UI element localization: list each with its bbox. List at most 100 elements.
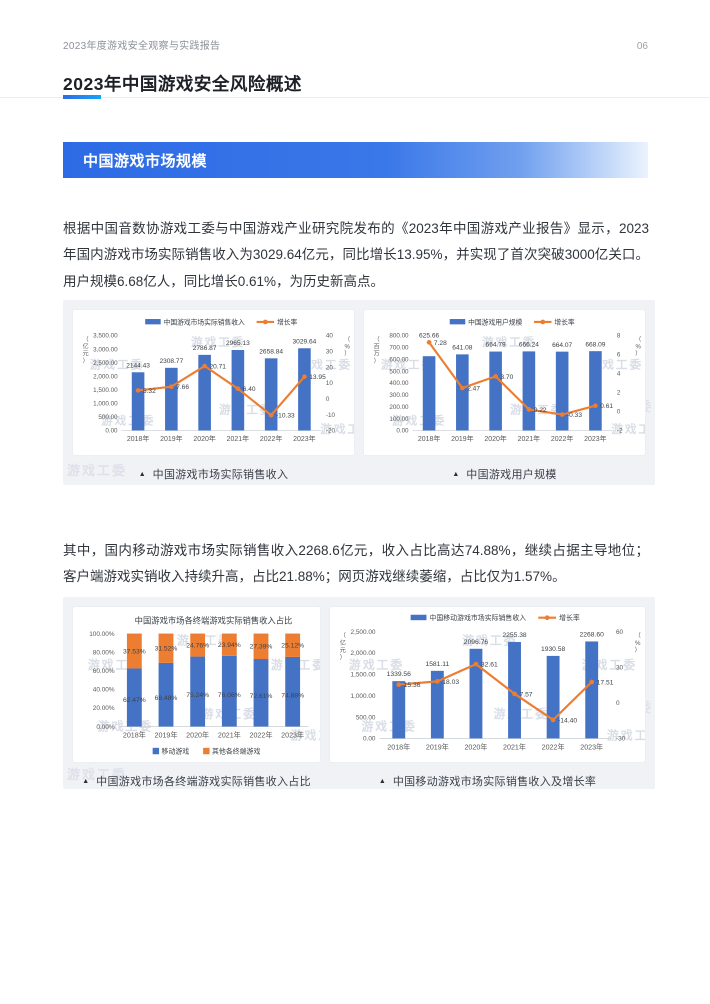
svg-text:2023年: 2023年 [293,434,316,443]
svg-text:0: 0 [616,700,620,707]
svg-text:100.00: 100.00 [389,416,409,423]
svg-text:2965.13: 2965.13 [226,340,250,347]
section-banner-title: 中国游戏市场规模 [83,152,208,170]
svg-text:2021年: 2021年 [227,434,250,443]
svg-text:游戏工委: 游戏工委 [291,729,321,743]
svg-text:62.47%: 62.47% [123,697,146,704]
svg-text:2019年: 2019年 [160,434,183,443]
svg-text:2019年: 2019年 [451,434,474,443]
chart-card-mobile-revenue: 游戏工委游戏工委游戏工委游戏工委游戏工委游戏工委0.00500.001,000.… [329,606,646,763]
svg-text:1581.11: 1581.11 [426,661,450,668]
caption-row: ▲ 中国游戏市场实际销售收入 ▲ 中国游戏用户规模 [63,456,655,482]
caption-sales-revenue: ▲ 中国游戏市场实际销售收入 [72,466,355,482]
caption-user-scale: ▲ 中国游戏用户规模 [363,466,646,482]
svg-text:13.95: 13.95 [309,374,326,381]
svg-text:3,000.00: 3,000.00 [93,346,118,353]
chart-card-user-scale: 游戏工委游戏工委游戏工委游戏工委游戏工委游戏工委0.00100.00200.00… [363,309,646,456]
svg-text:32.61: 32.61 [481,662,498,669]
svg-text:2,500.00: 2,500.00 [351,629,376,636]
svg-text:（%）: （%） [635,633,641,655]
svg-text:中国游戏市场实际销售收入: 中国游戏市场实际销售收入 [164,317,245,326]
report-title-label: 2023年度游戏安全观察与实践报告 [63,41,221,52]
title-accent-bar [63,95,101,99]
svg-text:2021年: 2021年 [218,730,241,739]
svg-text:68.48%: 68.48% [155,695,178,702]
svg-text:20: 20 [326,364,333,371]
svg-text:0: 0 [617,409,621,416]
svg-text:0.00: 0.00 [363,736,376,743]
caption-label: 中国移动游戏市场实际销售收入及增长率 [392,776,597,788]
svg-text:2268.60: 2268.60 [580,632,605,639]
svg-text:74.88%: 74.88% [281,692,304,699]
svg-text:800.00: 800.00 [389,333,409,340]
caption-terminal-share: ▲ 中国游戏市场各终端游戏实际销售收入占比 [72,773,321,789]
svg-text:-10: -10 [326,412,336,419]
svg-text:2658.84: 2658.84 [259,348,283,355]
caption-marker-icon: ▲ [452,470,460,478]
svg-text:2021年: 2021年 [518,434,541,443]
chart-panel-terminal: 游戏工委 游戏工委 游戏工委游戏工委游戏工委游戏工委游戏工委游戏工委中国游戏市场… [63,597,655,789]
svg-text:0: 0 [326,396,330,403]
svg-text:游戏工委: 游戏工委 [320,422,354,436]
caption-marker-icon: ▲ [138,470,146,478]
svg-text:1339.56: 1339.56 [387,671,412,678]
svg-text:500.00: 500.00 [356,714,376,721]
svg-text:（百万）: （百万） [374,336,380,365]
svg-text:18.03: 18.03 [443,679,460,686]
svg-text:15.36: 15.36 [404,682,421,689]
svg-text:2020年: 2020年 [186,730,209,739]
svg-text:移动游戏: 移动游戏 [162,746,190,755]
svg-text:80.00%: 80.00% [93,649,115,656]
svg-text:2019年: 2019年 [155,730,178,739]
svg-text:23.94%: 23.94% [218,642,241,649]
svg-text:668.09: 668.09 [585,341,605,348]
paragraph-mobile-share: 其中，国内移动游戏市场实际销售收入2268.6亿元，收入占比高达74.88%，继… [63,542,649,585]
svg-text:666.24: 666.24 [519,342,539,349]
chart-user-scale: 游戏工委游戏工委游戏工委游戏工委游戏工委游戏工委0.00100.00200.00… [374,317,645,443]
svg-text:0.00: 0.00 [105,428,118,435]
svg-text:3,500.00: 3,500.00 [93,333,118,340]
chart-card-terminal-share: 游戏工委游戏工委游戏工委游戏工委游戏工委游戏工委中国游戏市场各终端游戏实际销售收… [72,606,322,763]
svg-text:-0.33: -0.33 [567,412,582,419]
svg-text:100.00%: 100.00% [89,631,115,638]
svg-text:7.57: 7.57 [520,691,533,698]
svg-text:中国游戏市场各终端游戏实际销售收入占比: 中国游戏市场各终端游戏实际销售收入占比 [135,616,293,626]
svg-text:（%）: （%） [635,336,641,357]
svg-text:2023年: 2023年 [584,434,607,443]
svg-text:2022年: 2022年 [250,730,273,739]
chart-card-sales-revenue: 游戏工委游戏工委游戏工委游戏工委游戏工委游戏工委0.00500.001,000.… [72,309,355,456]
svg-text:游戏工委: 游戏工委 [362,720,417,734]
svg-text:7.66: 7.66 [176,384,189,391]
svg-text:2: 2 [617,390,621,397]
svg-text:400.00: 400.00 [389,380,409,387]
chart-terminal-share: 游戏工委游戏工委游戏工委游戏工委游戏工委游戏工委中国游戏市场各终端游戏实际销售收… [88,616,321,756]
svg-text:2144.43: 2144.43 [126,362,150,369]
svg-text:游戏工委: 游戏工委 [381,357,435,371]
svg-text:（%）: （%） [344,336,350,357]
svg-text:2020年: 2020年 [465,742,488,751]
svg-text:中国移动游戏市场实际销售收入: 中国移动游戏市场实际销售收入 [430,613,527,622]
svg-text:游戏工委: 游戏工委 [191,335,245,349]
svg-text:76.06%: 76.06% [218,692,241,699]
caption-marker-icon: ▲ [378,777,386,785]
svg-text:游戏工委: 游戏工委 [463,634,518,648]
svg-text:2022年: 2022年 [551,434,574,443]
caption-label: 中国游戏市场各终端游戏实际销售收入占比 [96,776,311,788]
svg-text:2021年: 2021年 [503,742,526,751]
svg-text:2.47: 2.47 [467,385,480,392]
svg-text:-14.40: -14.40 [558,717,577,724]
svg-text:其他各终端游戏: 其他各终端游戏 [212,746,260,755]
svg-text:6.40: 6.40 [243,386,256,393]
svg-text:中国游戏用户规模: 中国游戏用户规模 [468,317,522,326]
svg-text:664.79: 664.79 [486,342,506,349]
svg-text:1,000.00: 1,000.00 [351,693,376,700]
page-number: 06 [636,41,648,52]
svg-text:1,000.00: 1,000.00 [93,401,118,408]
svg-text:27.39%: 27.39% [250,644,273,651]
svg-text:游戏工委: 游戏工委 [607,729,645,743]
svg-text:40: 40 [326,333,333,340]
svg-text:-20: -20 [326,428,336,435]
svg-text:（亿元）: （亿元） [83,336,89,365]
svg-text:10: 10 [326,380,333,387]
svg-text:3029.64: 3029.64 [293,338,317,345]
